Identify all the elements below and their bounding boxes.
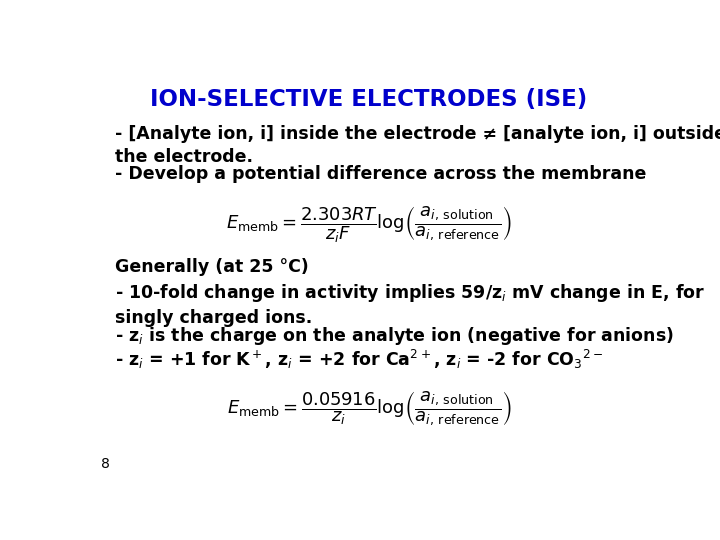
Text: ION-SELECTIVE ELECTRODES (ISE): ION-SELECTIVE ELECTRODES (ISE) xyxy=(150,87,588,111)
Text: $E_{\mathrm{memb}} = \dfrac{2.303RT}{z_i F}\log\!\left(\dfrac{a_{i,\,\mathrm{sol: $E_{\mathrm{memb}} = \dfrac{2.303RT}{z_i… xyxy=(226,204,512,245)
Text: - [Analyte ion, i] inside the electrode ≠ [analyte ion, i] outside
the electrode: - [Analyte ion, i] inside the electrode … xyxy=(115,125,720,166)
Text: 8: 8 xyxy=(101,457,110,471)
Text: - 10-fold change in activity implies 59/z$_i$ mV change in E, for
singly charged: - 10-fold change in activity implies 59/… xyxy=(115,282,706,327)
Text: $E_{\mathrm{memb}} = \dfrac{0.05916}{z_i}\log\!\left(\dfrac{a_{i,\,\mathrm{solut: $E_{\mathrm{memb}} = \dfrac{0.05916}{z_i… xyxy=(227,390,511,428)
Text: - z$_i$ = +1 for K$^+$, z$_i$ = +2 for Ca$^{2+}$, z$_i$ = -2 for CO$_3$$^{2-}$: - z$_i$ = +1 for K$^+$, z$_i$ = +2 for C… xyxy=(115,348,603,372)
Text: Generally (at 25 °C): Generally (at 25 °C) xyxy=(115,258,309,276)
Text: - Develop a potential difference across the membrane: - Develop a potential difference across … xyxy=(115,165,647,183)
Text: - z$_i$ is the charge on the analyte ion (negative for anions): - z$_i$ is the charge on the analyte ion… xyxy=(115,325,674,347)
